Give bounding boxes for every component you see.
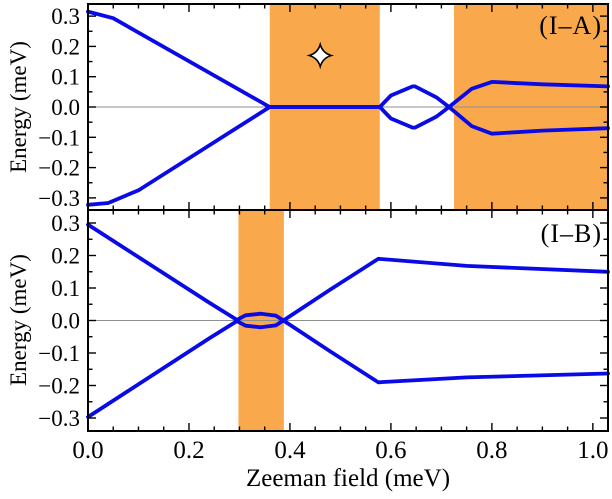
y-tick-label: 0.3 [51, 4, 80, 29]
star-marker-icon [306, 41, 335, 70]
x-tick-label: 1.0 [577, 437, 608, 464]
panel-frame [87, 209, 609, 432]
panel-bottom: 0.3 0.2 0.1 0.0 −0.1 −0.2 −0.3 0.0 0.2 0.4 0.6 0.8 1… [38, 209, 610, 464]
x-tick-label: 0.8 [476, 437, 507, 464]
x-tick-label: 0.6 [375, 437, 406, 464]
x-axis-title: Zeeman field (meV) [245, 465, 451, 492]
panel-label-a: (I–A) [539, 11, 602, 40]
energy-curve-lower-branch [86, 105, 610, 207]
y-tick-label: −0.1 [38, 341, 80, 366]
energy-curve-upper-branch [86, 222, 610, 323]
energy-curve-lower-branch [86, 318, 610, 419]
y-axis-title-panel-a: Energy (meV) [6, 41, 31, 173]
y-tick-label: −0.2 [38, 374, 80, 399]
y-axis-title-panel-b: Energy (meV) [6, 254, 31, 386]
y-tick-label: −0.3 [38, 406, 80, 431]
y-tick-label: 0.1 [51, 276, 80, 301]
y-tick-label: 0.2 [51, 34, 80, 59]
x-tick-label: 0.4 [274, 437, 306, 464]
y-tick-label: 0.2 [51, 244, 80, 269]
y-tick-label: 0.3 [51, 211, 80, 236]
y-tick-label: −0.2 [38, 156, 80, 181]
y-tick-label: 0.0 [51, 309, 80, 334]
y-tick-label: −0.1 [38, 125, 80, 150]
panel-label-b: (I–B) [540, 219, 602, 248]
panel-top: 0.3 0.2 0.1 0.0 −0.1 −0.2 −0.3 [38, 3, 610, 211]
y-tick-label: 0.0 [51, 95, 80, 120]
x-tick-label: 0.2 [173, 437, 204, 464]
y-tick-label: 0.1 [51, 65, 80, 90]
x-tick-label: 0.0 [72, 437, 103, 464]
y-tick-label: −0.3 [38, 186, 80, 211]
